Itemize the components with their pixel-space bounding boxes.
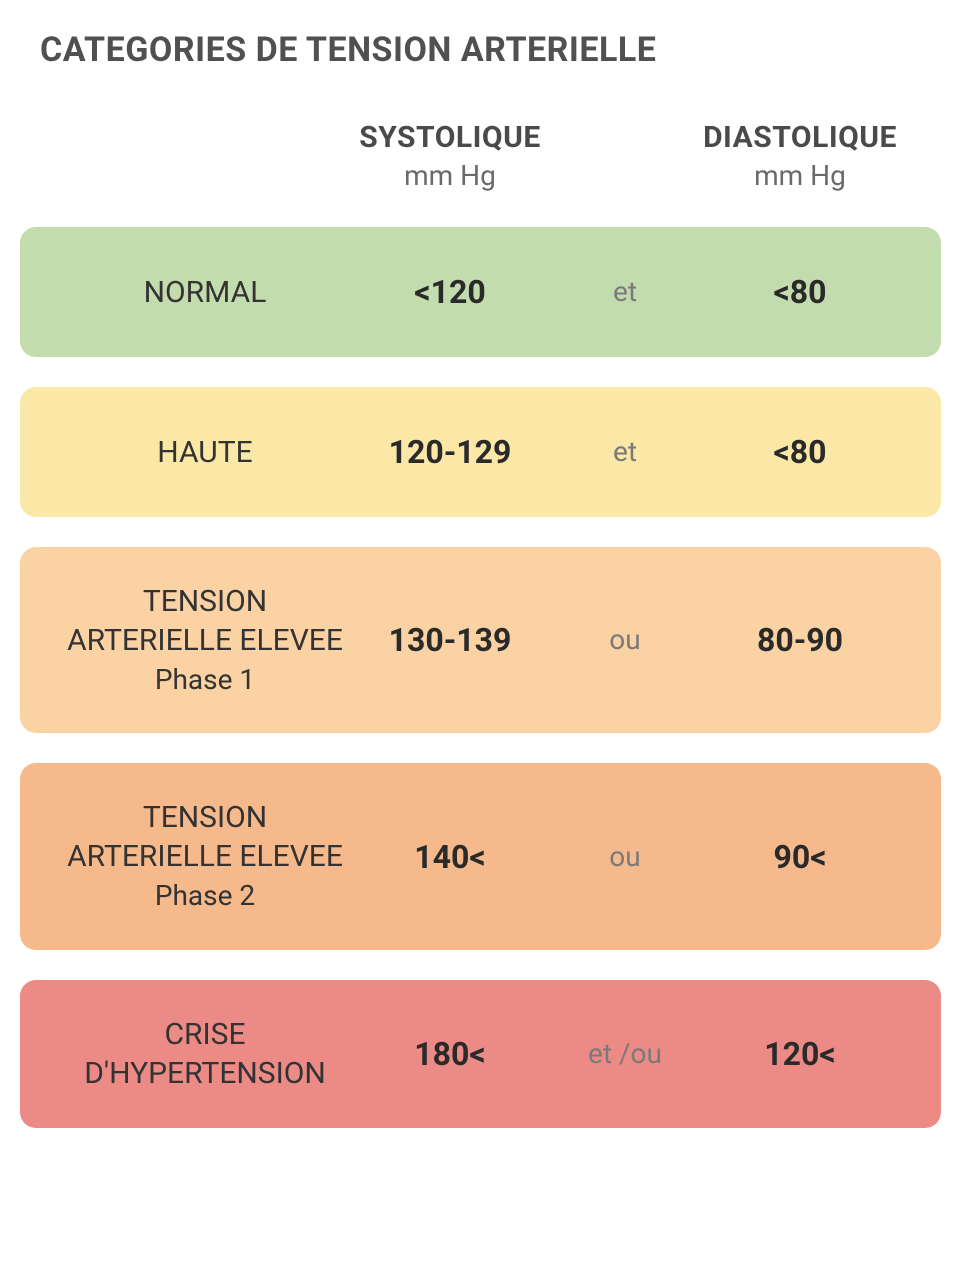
category-label: HAUTE [60, 433, 350, 472]
header-systolic-unit: mm Hg [350, 159, 550, 192]
rows-container: NORMAL<120et<80HAUTE120-129et<80TENSION … [20, 227, 941, 1128]
diastolic-value: <80 [700, 273, 900, 311]
category-row: TENSION ARTERIELLE ELEVEEPhase 2140<ou90… [20, 763, 941, 949]
category-phase: Phase 2 [60, 878, 350, 914]
category-label: TENSION ARTERIELLE ELEVEEPhase 1 [60, 582, 350, 698]
systolic-value: 130-139 [350, 621, 550, 659]
connector-label: et [550, 275, 700, 309]
category-label: TENSION ARTERIELLE ELEVEEPhase 2 [60, 798, 350, 914]
category-label: NORMAL [60, 273, 350, 312]
header-systolic-label: SYSTOLIQUE [350, 120, 550, 155]
table-header-row: SYSTOLIQUE mm Hg DIASTOLIQUE mm Hg [20, 120, 941, 192]
category-label: CRISE D'HYPERTENSION [60, 1015, 350, 1093]
header-diastolic-label: DIASTOLIQUE [700, 120, 900, 155]
systolic-value: <120 [350, 273, 550, 311]
connector-label: et /ou [550, 1037, 700, 1071]
category-row: HAUTE120-129et<80 [20, 387, 941, 517]
systolic-value: 140< [350, 838, 550, 876]
connector-label: ou [550, 623, 700, 657]
category-row: NORMAL<120et<80 [20, 227, 941, 357]
diastolic-value: 120< [700, 1035, 900, 1073]
category-row: CRISE D'HYPERTENSION180<et /ou120< [20, 980, 941, 1128]
category-phase: Phase 1 [60, 662, 350, 698]
diastolic-value: 80-90 [700, 621, 900, 659]
connector-label: et [550, 435, 700, 469]
header-systolic: SYSTOLIQUE mm Hg [350, 120, 550, 192]
header-diastolic-unit: mm Hg [700, 159, 900, 192]
diastolic-value: 90< [700, 838, 900, 876]
systolic-value: 120-129 [350, 433, 550, 471]
page-title: CATEGORIES DE TENSION ARTERIELLE [20, 30, 941, 70]
category-row: TENSION ARTERIELLE ELEVEEPhase 1130-139o… [20, 547, 941, 733]
diastolic-value: <80 [700, 433, 900, 471]
connector-label: ou [550, 840, 700, 874]
header-diastolic: DIASTOLIQUE mm Hg [700, 120, 900, 192]
systolic-value: 180< [350, 1035, 550, 1073]
